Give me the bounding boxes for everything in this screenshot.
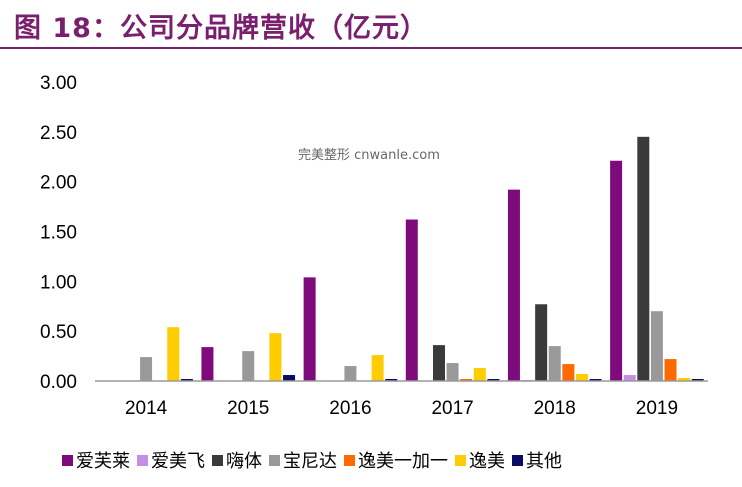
legend-item: 宝尼达 xyxy=(269,447,337,473)
legend-label: 其他 xyxy=(526,451,562,472)
legend-label: 逸美 xyxy=(469,451,505,472)
bar xyxy=(371,355,384,381)
bar xyxy=(201,347,214,381)
bar xyxy=(473,368,486,381)
bar xyxy=(303,277,316,381)
x-tick-label: 2016 xyxy=(329,398,371,419)
bars xyxy=(140,136,704,381)
bar xyxy=(637,136,650,381)
legend: 爱芙莱 爱美飞 嗨体 宝尼达 逸美一加一 逸美 其他 xyxy=(62,447,569,473)
x-tick-label: 2014 xyxy=(125,398,168,419)
bar xyxy=(242,351,255,381)
x-tick-label: 2018 xyxy=(534,398,576,419)
bar xyxy=(610,160,623,381)
x-tick-label: 2017 xyxy=(431,398,473,419)
x-axis: 2014 2015 2016 2017 2018 2019 xyxy=(95,380,708,419)
legend-swatch xyxy=(512,454,523,466)
legend-item: 逸美 xyxy=(455,447,505,473)
bar xyxy=(535,304,548,381)
y-tick-label: 2.50 xyxy=(40,123,77,144)
legend-swatch xyxy=(455,454,466,466)
y-tick-label: 1.50 xyxy=(40,223,77,244)
bar xyxy=(487,379,500,381)
bar xyxy=(344,366,357,381)
legend-label: 爱芙莱 xyxy=(76,451,130,472)
watermark: 完美整形 cnwanle.com xyxy=(298,148,440,163)
bar xyxy=(691,379,704,381)
legend-swatch xyxy=(62,454,73,466)
bar xyxy=(589,379,602,381)
x-tick-label: 2015 xyxy=(227,398,269,419)
bar xyxy=(180,379,193,381)
bar xyxy=(678,378,691,381)
bar xyxy=(446,363,459,381)
chart-title: 图 18：公司分品牌营收（亿元） xyxy=(14,13,428,44)
bar xyxy=(385,379,398,381)
legend-item: 嗨体 xyxy=(212,447,262,473)
bar xyxy=(167,327,180,381)
y-tick-label: 0.50 xyxy=(40,322,77,343)
bar xyxy=(650,311,663,381)
legend-item: 爱美飞 xyxy=(137,447,205,473)
bar xyxy=(575,374,588,381)
bar xyxy=(269,333,282,381)
title-divider xyxy=(0,47,742,49)
bar xyxy=(623,375,636,381)
legend-item: 爱芙莱 xyxy=(62,447,130,473)
y-axis: 0.00 0.50 1.00 1.50 2.00 2.50 3.00 xyxy=(40,73,77,393)
legend-label: 逸美一加一 xyxy=(358,451,448,472)
legend-item: 其他 xyxy=(512,447,562,473)
legend-label: 宝尼达 xyxy=(283,451,337,472)
y-tick-label: 3.00 xyxy=(40,73,77,94)
bar xyxy=(140,357,153,381)
y-tick-label: 2.00 xyxy=(40,173,77,194)
bar xyxy=(664,359,677,381)
legend-swatch xyxy=(137,454,148,466)
bar xyxy=(562,364,575,381)
legend-swatch xyxy=(344,454,355,466)
bar xyxy=(460,379,473,381)
legend-label: 嗨体 xyxy=(226,451,262,472)
legend-label: 爱美飞 xyxy=(151,451,205,472)
legend-swatch xyxy=(212,454,223,466)
x-tick-label: 2019 xyxy=(636,398,678,419)
bar xyxy=(283,375,296,381)
bar xyxy=(507,189,520,381)
bar xyxy=(432,345,445,381)
y-tick-label: 0.00 xyxy=(40,372,77,393)
bar xyxy=(548,346,561,381)
y-tick-label: 1.00 xyxy=(40,272,77,293)
legend-item: 逸美一加一 xyxy=(344,447,448,473)
legend-swatch xyxy=(269,454,280,466)
bar xyxy=(405,219,418,381)
